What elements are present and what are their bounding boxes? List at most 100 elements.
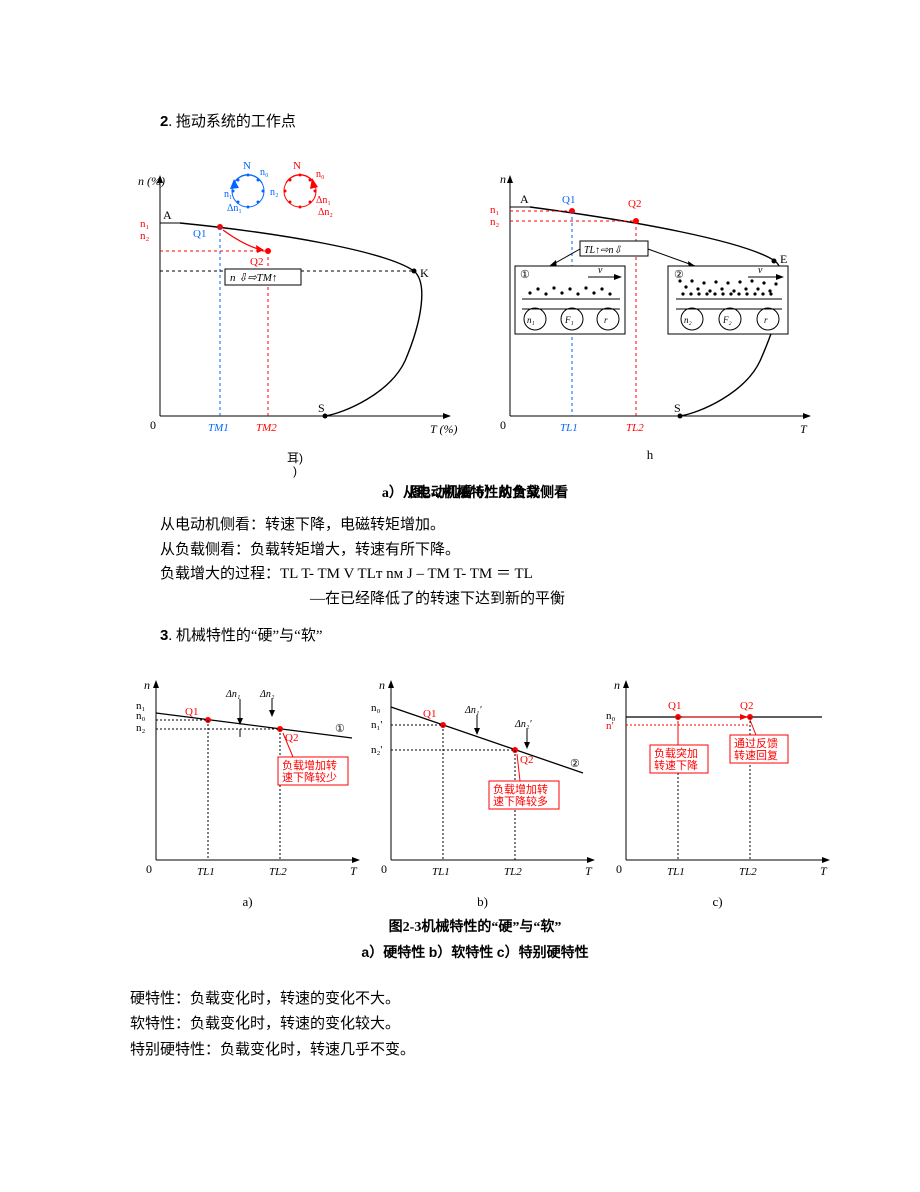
c1-F1: F₁ xyxy=(564,315,574,325)
fig23-panel-b: n T 0 ② Q1 Q2 n₀ n₁' n₂' TL1 TL2 xyxy=(365,675,600,910)
axis-y-label: n (%) xyxy=(138,174,165,188)
b-axis-y: n xyxy=(500,172,506,186)
section-2-num: 2 xyxy=(160,113,168,130)
b-dn2: Δn₂' xyxy=(514,719,532,730)
label-K: K xyxy=(420,266,429,280)
v1: v xyxy=(598,265,603,276)
label-N-red: N xyxy=(293,161,301,172)
para-4: —在已经降低了的转速下达到新的平衡 xyxy=(310,588,820,611)
c2-F2: F₂ xyxy=(722,315,732,325)
fig23-panel-a: n T 0 ① Q1 Q2 n₁ n₀ n₂ xyxy=(130,675,365,910)
fig22-caption-2: 图2-2机械特性的含义 xyxy=(130,482,820,502)
conveyor1-num: ① xyxy=(520,269,530,281)
a-box1: 负载增加转 xyxy=(282,758,337,772)
a-n0: n₀ xyxy=(136,710,146,722)
c-box1a: 负载突加 xyxy=(654,746,698,760)
b-Q1: Q1 xyxy=(562,194,575,206)
b-label-E: E xyxy=(780,252,787,266)
c-Q1: Q1 xyxy=(668,700,681,712)
b-n1: n₁ xyxy=(490,204,500,216)
dn2-red: Δn₂ xyxy=(318,207,333,218)
def-hard: 硬特性：负载变化时，转速的变化不大。 xyxy=(130,988,820,1011)
c-O: 0 xyxy=(616,862,622,876)
figure-2-2-row: n (%) T (%) 0 A K S n₁ n₂ Q1 Q2 xyxy=(130,161,820,478)
b-TL2: TL2 xyxy=(504,866,522,878)
c-box2b: 转速回复 xyxy=(734,748,778,762)
b-box2: 速下降较多 xyxy=(493,794,548,808)
fig22a-sublabel2: ) xyxy=(130,464,460,478)
a-dn1: Δn₁ xyxy=(225,689,240,700)
label-TM2: TM2 xyxy=(256,422,277,434)
section-3-title: 机械特性的“硬”与“软” xyxy=(176,628,323,644)
a-TL1: TL1 xyxy=(197,866,215,878)
fig23c-sublabel: c) xyxy=(600,894,835,910)
dn1-red: Δn₁ xyxy=(316,195,331,206)
c-Q2: Q2 xyxy=(740,700,753,712)
n2-blue: n₂ xyxy=(270,187,279,198)
n1-axis: n₁ xyxy=(140,218,150,230)
label-S: S xyxy=(318,401,325,415)
c-y: n xyxy=(614,678,620,692)
c1-n1: n₁ xyxy=(527,315,535,325)
label-Q2: Q2 xyxy=(250,256,263,268)
c1-r: r xyxy=(604,315,608,325)
para-3a: 负载增大的过程： xyxy=(160,566,280,582)
c-box2a: 通过反馈 xyxy=(734,737,778,750)
fig23a-sublabel: a) xyxy=(130,894,365,910)
n0-blue: n₀ xyxy=(260,167,269,178)
origin-label: 0 xyxy=(150,418,156,432)
a-x: T xyxy=(350,864,358,878)
fig23-cap-a: a）硬特性 xyxy=(361,944,425,960)
para-1: 从电动机侧看：转速下降，电磁转矩增加。 xyxy=(160,514,820,537)
b-Q2: Q2 xyxy=(628,198,641,210)
b-O: 0 xyxy=(381,862,387,876)
definitions: 硬特性：负载变化时，转速的变化不大。 软特性：负载变化时，转速的变化较大。 特别… xyxy=(130,988,820,1062)
c-np: n′ xyxy=(606,720,614,732)
dn1-blue: Δn₁ xyxy=(227,203,242,214)
fig23-cap-b: b）软特性 xyxy=(429,944,494,960)
b-Q1: Q1 xyxy=(423,708,436,720)
b-axis-x: T xyxy=(800,422,808,436)
label-TM1: TM1 xyxy=(208,422,229,434)
b-n0: n₀ xyxy=(371,702,381,714)
a-Q1: Q1 xyxy=(185,706,198,718)
n1-blue: n₁ xyxy=(224,189,233,200)
para-2: 从负载侧看：负载转矩增大，转速有所下降。 xyxy=(160,539,820,562)
section-3-heading: 3. 机械特性的“硬”与“软” xyxy=(160,624,820,645)
label-A: A xyxy=(163,208,172,222)
b-TL1: TL1 xyxy=(560,422,578,434)
fig22b-sublabel: h xyxy=(480,447,820,463)
c2-r: r xyxy=(764,315,768,325)
label-Q1: Q1 xyxy=(193,228,206,240)
page: 2. 拖动系统的工作点 n (%) T (%) 0 A K S xyxy=(0,0,920,1124)
c-TL2: TL2 xyxy=(739,866,757,878)
a-circ: ① xyxy=(335,723,345,735)
b-n1: n₁' xyxy=(371,719,382,731)
axis-x-label: T (%) xyxy=(430,422,457,436)
b-origin: 0 xyxy=(500,418,506,432)
fig23-panel-c: n T 0 n₀ n′ Q1 Q2 TL1 TL2 xyxy=(600,675,835,910)
c-TL1: TL1 xyxy=(667,866,685,878)
section-2-title: 拖动系统的工作点 xyxy=(176,114,296,130)
a-y: n xyxy=(144,678,150,692)
conveyor2-num: ② xyxy=(674,269,684,281)
b-label-A: A xyxy=(520,192,529,206)
b-circ: ② xyxy=(570,758,580,770)
def-soft: 软特性：负载变化时，转速的变化较大。 xyxy=(130,1013,820,1036)
b-Q2: Q2 xyxy=(520,754,533,766)
c2-n2: n₂ xyxy=(684,315,692,325)
def-extra-hard: 特别硬特性：负载变化时，转速几乎不变。 xyxy=(130,1039,820,1062)
a-n2: n₂ xyxy=(136,722,146,734)
b-TL2: TL2 xyxy=(626,422,644,434)
a-O: 0 xyxy=(146,862,152,876)
fig23-caption-1: 图2-3机械特性的“硬”与“软” xyxy=(130,916,820,936)
section-3-num: 3 xyxy=(160,627,168,644)
section-2-heading: 2. 拖动系统的工作点 xyxy=(160,110,820,131)
label-N-blue: N xyxy=(243,161,251,172)
a-box2: 速下降较少 xyxy=(282,770,337,784)
fig22-caption: a）从电动机看 b）从负载侧看 图2-2机械特性的含义 xyxy=(130,482,820,500)
figure-2-3-row: n T 0 ① Q1 Q2 n₁ n₀ n₂ xyxy=(130,675,820,910)
fig23b-sublabel: b) xyxy=(365,894,600,910)
v2: v xyxy=(758,265,763,276)
n2-axis: n₂ xyxy=(140,230,150,242)
